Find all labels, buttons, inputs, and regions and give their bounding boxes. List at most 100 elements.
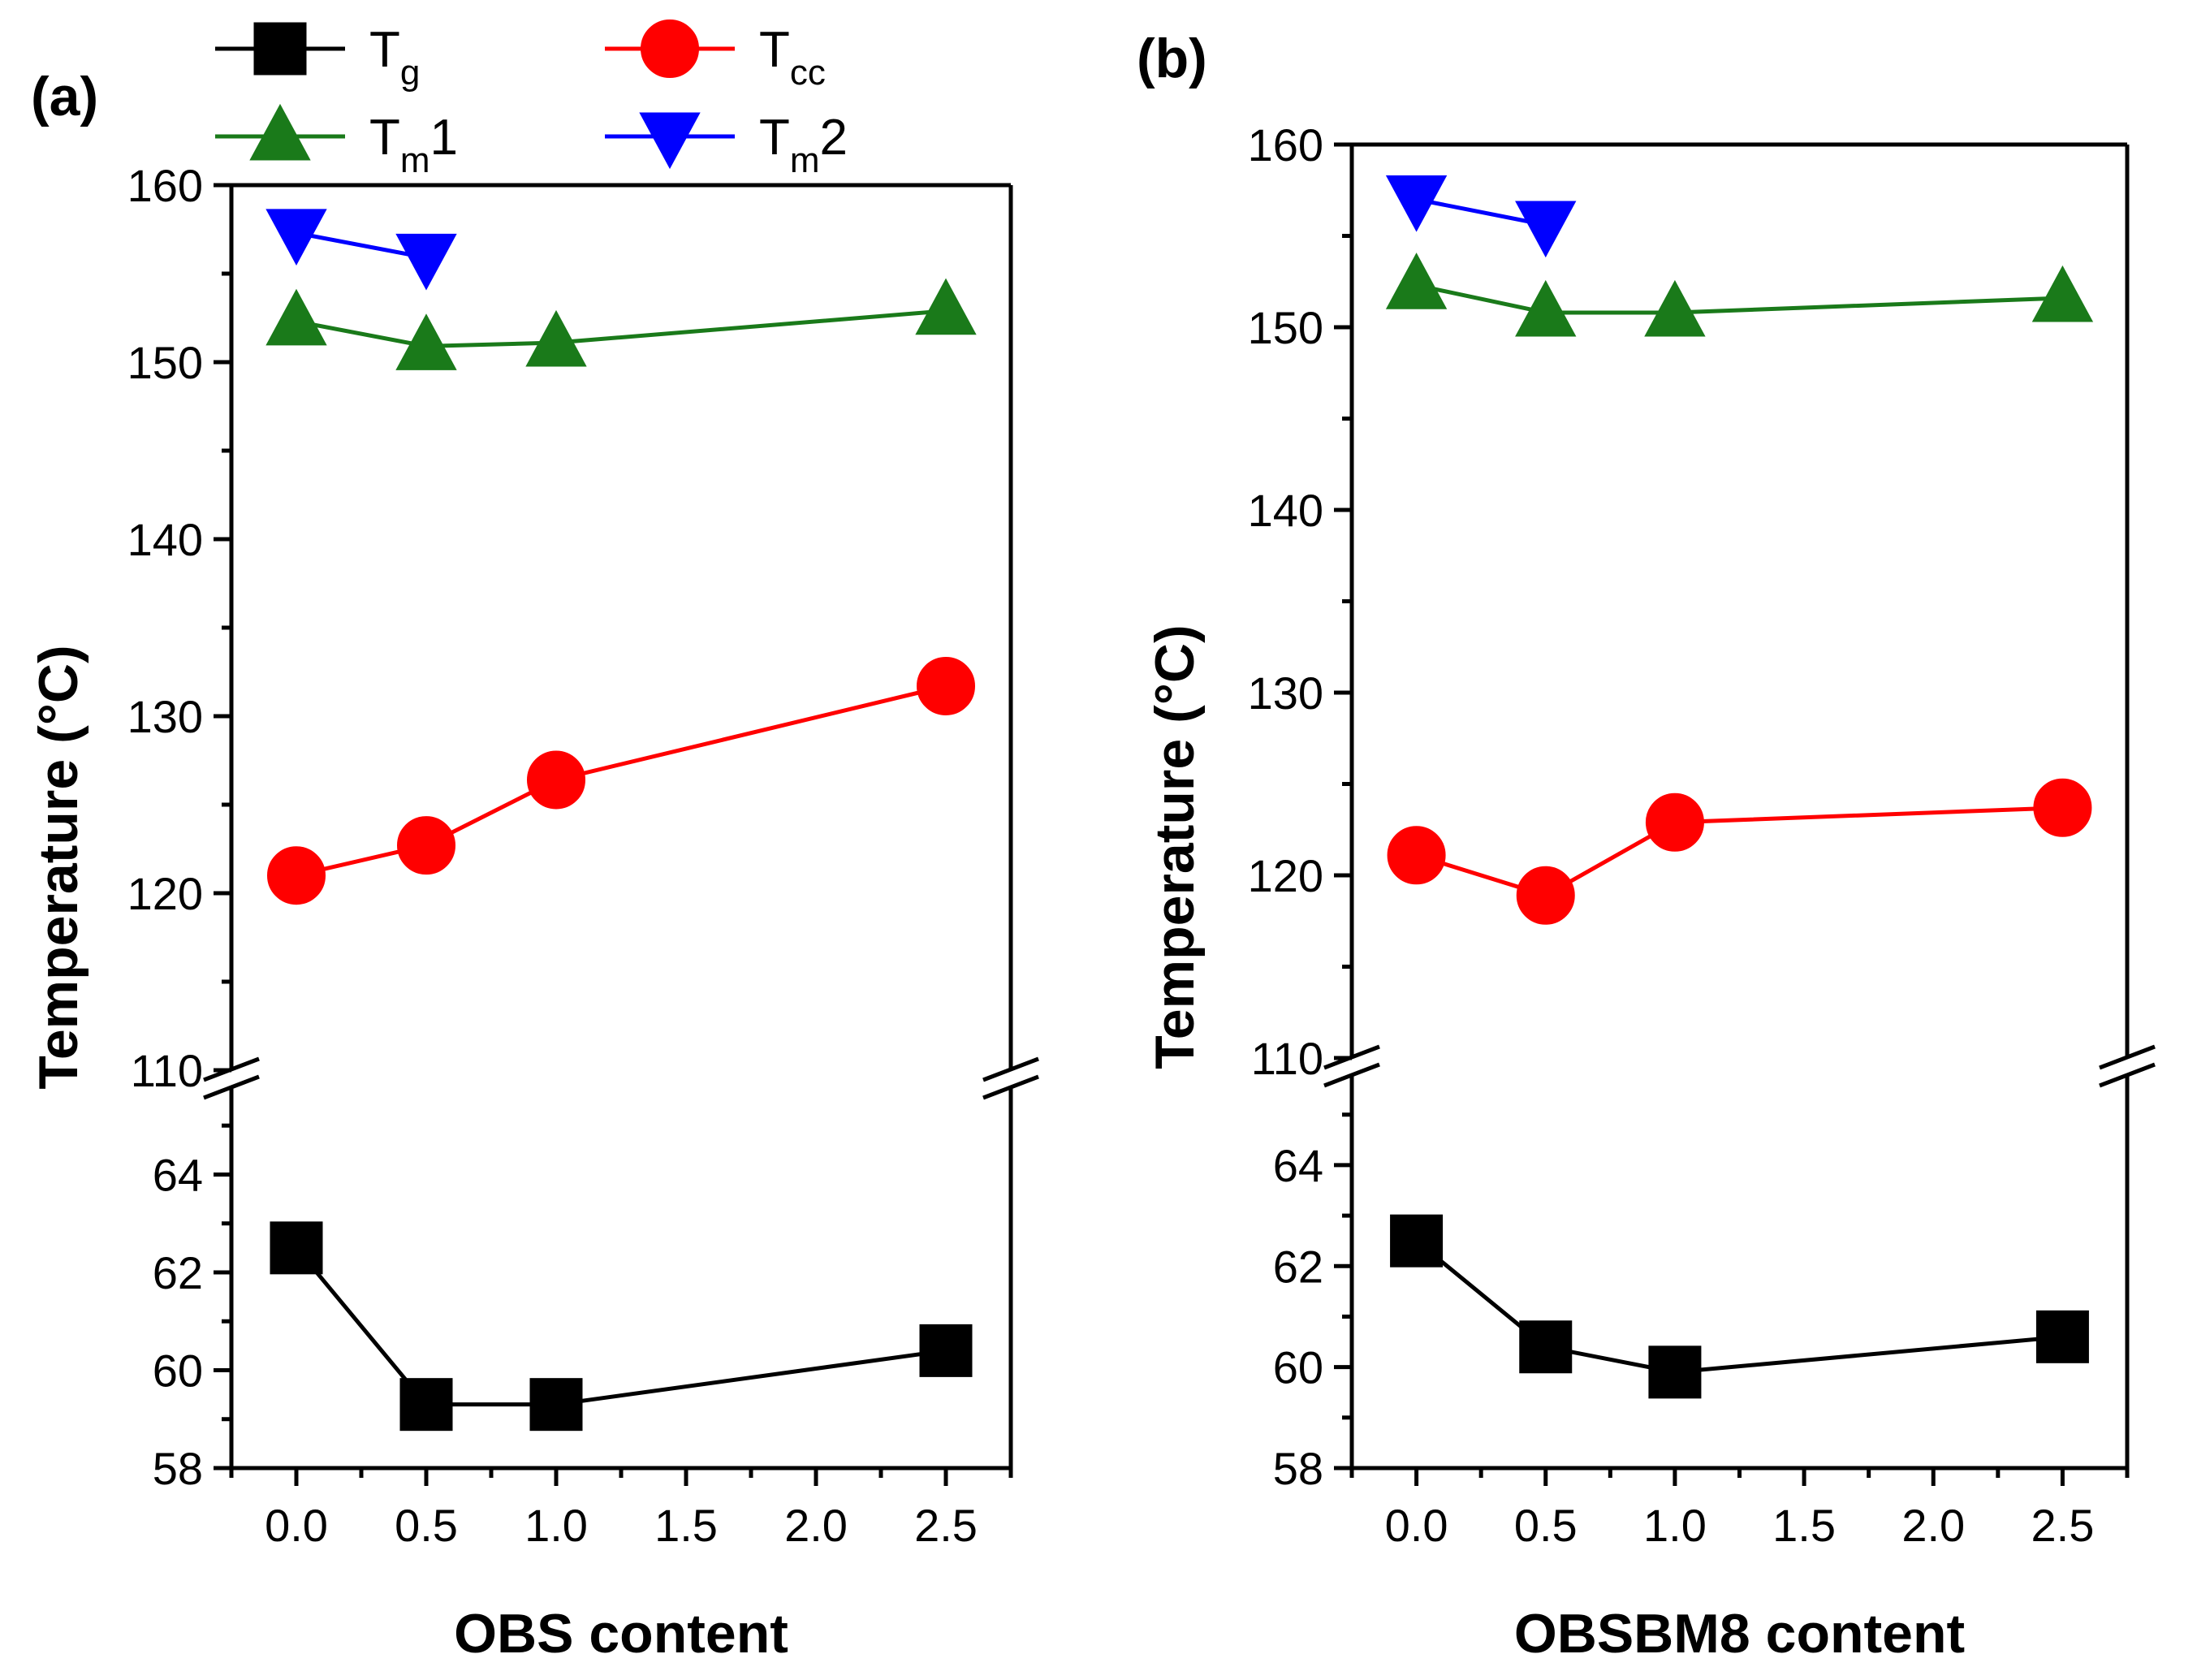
legend-item: Tm1 xyxy=(215,103,458,180)
axis-break-mark-right-0 xyxy=(982,1056,1039,1082)
series-tg-point xyxy=(919,1324,973,1377)
axis-break-mark-right-1 xyxy=(982,1074,1039,1100)
series-tg-point xyxy=(1648,1345,1702,1399)
series-tcc-point xyxy=(1387,826,1446,885)
y-tick-label-upper: 150 xyxy=(1248,302,1323,353)
series-tg-point xyxy=(529,1378,583,1432)
series-tm1-point xyxy=(525,309,587,367)
legend-label-suffix: 1 xyxy=(430,110,458,166)
series-tm1-point xyxy=(1515,279,1577,337)
legend-label: Tm2 xyxy=(759,110,848,180)
y-tick-label-upper: 110 xyxy=(131,1045,203,1096)
legend-item: Tg xyxy=(215,22,420,93)
x-tick-label: 0.0 xyxy=(1385,1500,1448,1551)
legend-label-subscript: g xyxy=(400,53,420,93)
x-tick-label: 2.0 xyxy=(784,1500,848,1551)
series-tm1-point xyxy=(1385,253,1448,309)
legend-marker xyxy=(249,103,311,161)
y-tick-label-lower: 64 xyxy=(1273,1140,1323,1191)
x-axis-title: OBS content xyxy=(454,1603,788,1665)
legend-label-subscript: m xyxy=(790,140,820,180)
x-tick-label: 0.5 xyxy=(1514,1500,1578,1551)
legend-label: Tg xyxy=(369,22,420,93)
legend-label-subscript: m xyxy=(400,140,430,180)
axis-break-mark-left-1 xyxy=(1323,1062,1380,1088)
series-tm2-line xyxy=(1416,197,1547,227)
series-tg-point xyxy=(1390,1214,1444,1268)
series-tm2-point xyxy=(1515,201,1577,258)
legend-label-base: T xyxy=(759,110,790,166)
y-tick-label-upper: 120 xyxy=(1248,850,1323,901)
x-tick-label: 1.0 xyxy=(1643,1500,1707,1551)
y-tick-label-upper: 150 xyxy=(127,337,203,388)
x-tick-label: 2.5 xyxy=(2031,1500,2094,1551)
panel-label: (a) xyxy=(31,66,98,127)
series-tm1-point xyxy=(395,313,457,370)
axis-break-mark-right-0 xyxy=(2099,1044,2156,1070)
legend-label-base: T xyxy=(369,22,400,78)
legend-marker xyxy=(641,19,699,78)
series-tcc-line xyxy=(296,684,947,878)
series-tcc-point xyxy=(1516,866,1575,925)
y-tick-label-upper: 120 xyxy=(127,868,203,919)
panel-a: 110 120 130 140 150 160 58 60 62 64 0.0 0.5 1.0 1.5 2.… xyxy=(28,66,1039,1665)
series-tm1-point xyxy=(265,288,327,346)
legend-label: Tm1 xyxy=(369,110,458,180)
x-tick-label: 1.5 xyxy=(654,1500,718,1551)
series-tg-point xyxy=(1519,1320,1573,1374)
x-tick-label: 2.0 xyxy=(1901,1500,1965,1551)
x-tick-label: 2.5 xyxy=(914,1500,978,1551)
series-tcc-point xyxy=(527,750,585,810)
series-tcc-point xyxy=(267,846,326,905)
x-tick-label: 0.0 xyxy=(265,1500,328,1551)
legend-label-base: T xyxy=(759,22,790,78)
y-tick-label-upper: 130 xyxy=(1248,667,1323,719)
legend-label: Tcc xyxy=(759,22,826,93)
x-axis-title: OBSBM8 content xyxy=(1514,1603,1965,1665)
series-tg-point xyxy=(2035,1310,2089,1363)
series-tg-point xyxy=(270,1221,323,1275)
series-tcc-point xyxy=(917,656,975,715)
series-tm1-point xyxy=(2031,265,2094,322)
legend-label-subscript: cc xyxy=(790,53,826,93)
series-tg-point xyxy=(399,1378,453,1432)
series-tm2-point xyxy=(265,209,327,266)
panel-label: (b) xyxy=(1137,28,1207,89)
series-tm2-line xyxy=(296,231,427,260)
series-tg-line xyxy=(1414,1239,2063,1375)
axis-break-mark-left-1 xyxy=(203,1074,260,1100)
x-tick-label: 1.0 xyxy=(524,1500,588,1551)
y-tick-label-lower: 62 xyxy=(153,1247,203,1298)
y-tick-label-lower: 58 xyxy=(1273,1443,1323,1494)
y-tick-label-upper: 140 xyxy=(127,514,203,565)
y-tick-label-upper: 160 xyxy=(127,160,203,211)
legend-item: Tcc xyxy=(605,19,826,93)
series-tm2-point xyxy=(1385,175,1448,232)
series-tm1-line xyxy=(296,309,947,348)
y-tick-label-upper: 140 xyxy=(1248,485,1323,536)
series-tm1-point xyxy=(1644,279,1706,337)
panel-b: 110 120 130 140 150 160 58 60 62 64 0.0 0.5 1.0 1.5 2.… xyxy=(1137,28,2156,1665)
series-tg-line xyxy=(295,1246,947,1407)
legend-marker xyxy=(253,22,307,76)
series-tcc-line xyxy=(1415,805,2063,898)
legend-marker xyxy=(639,112,701,170)
legend-label-suffix: 2 xyxy=(820,110,848,166)
y-tick-label-lower: 60 xyxy=(1273,1342,1323,1393)
legend-item: Tm2 xyxy=(605,110,848,180)
y-tick-label-lower: 60 xyxy=(153,1345,203,1396)
x-tick-label: 1.5 xyxy=(1772,1500,1836,1551)
y-tick-label-lower: 58 xyxy=(153,1443,203,1494)
series-tm2-point xyxy=(395,233,457,291)
y-tick-label-upper: 130 xyxy=(127,691,203,742)
series-tcc-point xyxy=(1645,792,1704,852)
axis-break-mark-right-1 xyxy=(2099,1062,2156,1088)
y-tick-label-upper: 160 xyxy=(1248,119,1323,171)
series-tcc-point xyxy=(397,816,455,875)
x-tick-label: 0.5 xyxy=(395,1500,458,1551)
series-tm1-point xyxy=(915,278,977,335)
y-axis-title: Temperature (°C) xyxy=(1144,624,1206,1069)
y-tick-label-lower: 64 xyxy=(153,1149,203,1200)
